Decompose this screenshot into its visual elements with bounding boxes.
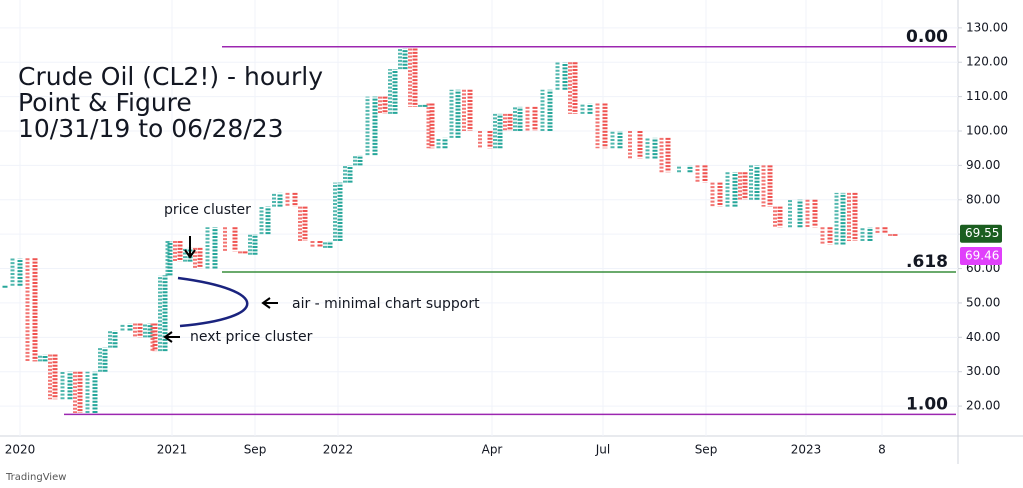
x-tick-label: Apr [482,443,503,457]
arrow [184,236,196,259]
brand: TradingView [5,472,66,483]
x-tick-label: Sep [695,443,718,457]
price-badge [960,247,1002,266]
x-tick-label: 2022 [323,443,354,457]
annotation: air - minimal chart support [292,296,480,312]
title-line: 10/31/19 to 06/28/23 [18,114,284,143]
y-tick-label: 130.00 [966,20,1008,34]
arrow [163,331,180,343]
y-tick-label: 90.00 [966,158,1000,172]
title-line: Crude Oil (CL2!) - hourly [18,62,323,91]
plot [0,0,958,436]
x-tick-label: 2021 [157,443,188,457]
air-curve [177,276,249,328]
y-tick-label: 100.00 [966,124,1008,138]
y-tick-label: 110.00 [966,89,1008,103]
x-tick-label: 2020 [5,443,36,457]
arrow [261,297,278,309]
y-tick-label: 120.00 [966,55,1008,69]
x-tick-label: Jul [595,443,610,457]
level-label: .618 [906,252,948,272]
title-line: Point & Figure [18,88,192,117]
annotation: next price cluster [190,329,313,345]
price-badge-label: 69.46 [965,249,999,263]
x-tick-label: 8 [878,443,886,457]
y-tick-label: 80.00 [966,192,1000,206]
y-tick-label: 40.00 [966,330,1000,344]
annotation: price cluster [164,202,251,218]
price-badge-label: 69.55 [965,226,999,240]
y-tick-label: 20.00 [966,399,1000,413]
level-label: 1.00 [906,394,948,414]
x-tick-label: 2023 [791,443,822,457]
x-tick-label: Sep [244,443,267,457]
price-badge [960,224,1002,243]
y-tick-label: 30.00 [966,364,1000,378]
y-tick-label: 50.00 [966,295,1000,309]
level-label: 0.00 [906,27,948,47]
